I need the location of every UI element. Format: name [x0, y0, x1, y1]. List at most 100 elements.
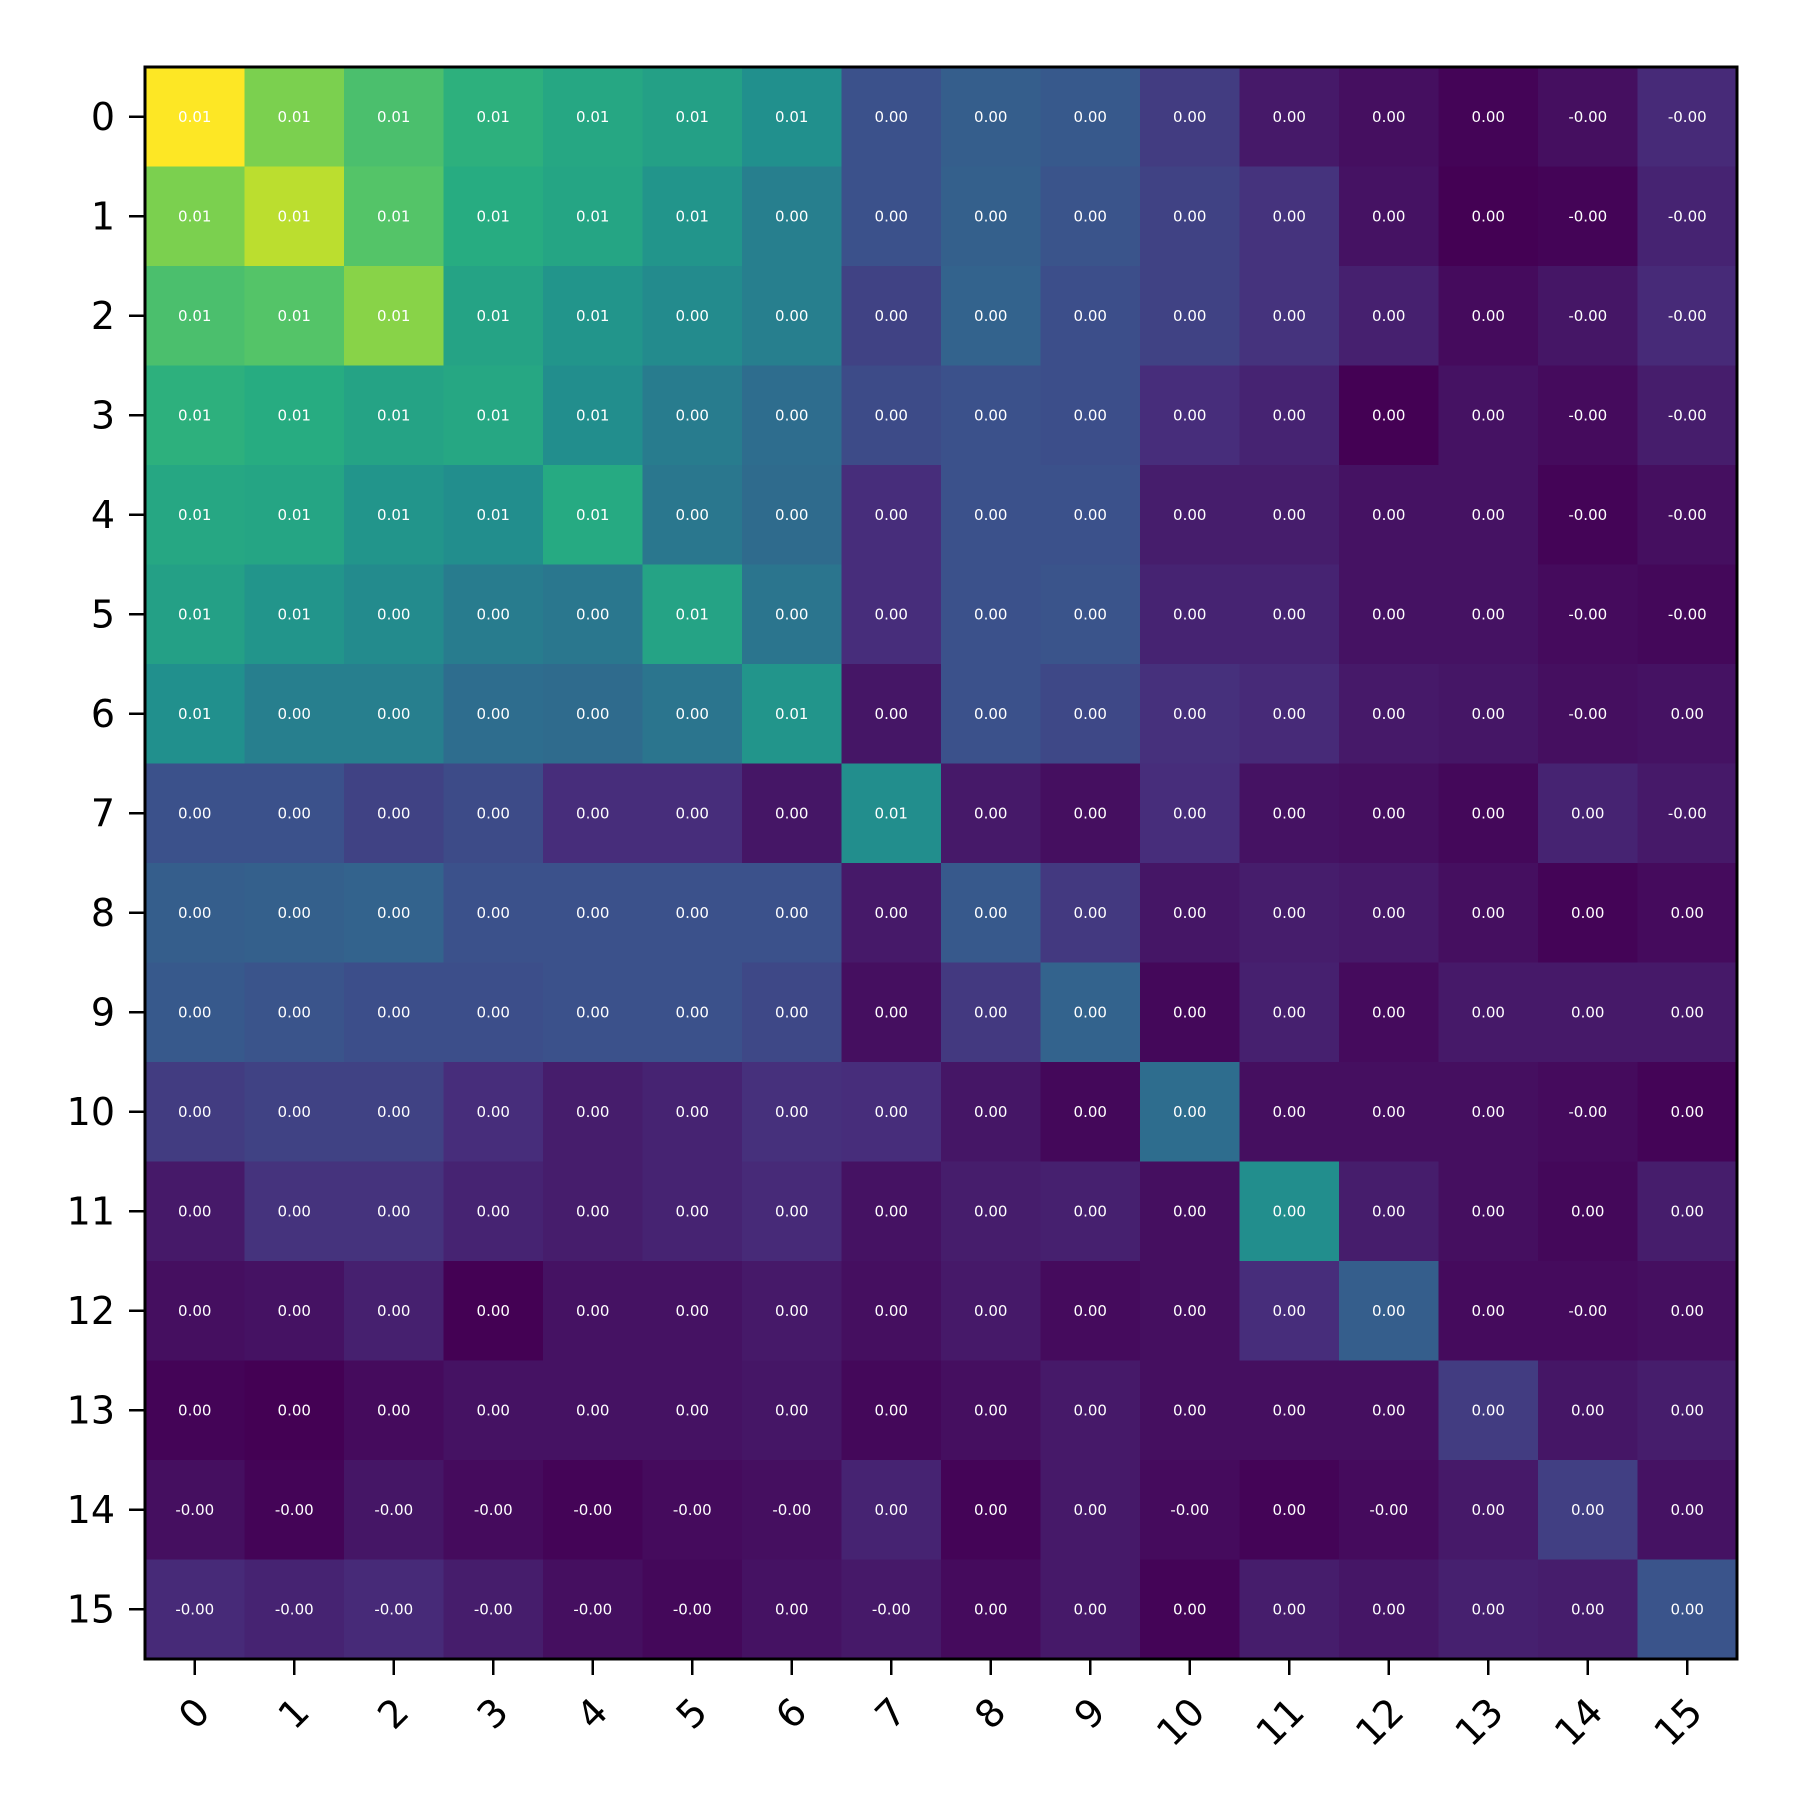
cell-value-label: 0.00: [1074, 904, 1107, 922]
heatmap-cell: [344, 1062, 444, 1162]
cell-value-label: 0.00: [974, 1401, 1007, 1419]
cell-value-label: 0.01: [477, 307, 510, 325]
cell-value-label: -0.00: [175, 1501, 214, 1519]
heatmap-cell: [1040, 763, 1141, 864]
heatmap-cell-labels: 0.01 0.01 0.01 0.01 0.01 0.01 0.01 0.00 0.00 0.00…: [175, 108, 1706, 1619]
cell-value-label: 0.00: [178, 1401, 211, 1419]
heatmap-cell: [1538, 67, 1638, 167]
heatmap-cell: [1040, 962, 1141, 1063]
cell-value-label: 0.00: [576, 1103, 609, 1121]
heatmap-cell: [1239, 465, 1340, 565]
cell-value-label: 0.00: [1273, 207, 1306, 225]
heatmap-cell: [1637, 763, 1738, 864]
heatmap-cell: [1040, 365, 1141, 466]
x-tick-label: 1: [270, 1689, 318, 1737]
heatmap-cell: [941, 863, 1041, 963]
cell-value-label: 0.00: [1671, 1003, 1704, 1021]
heatmap-cell: [941, 365, 1041, 466]
y-tick-label: 9: [91, 990, 115, 1034]
heatmap-cell: [344, 564, 444, 665]
heatmap-cell: [742, 962, 842, 1063]
heatmap-cell: [145, 664, 245, 764]
heatmap-cell: [1637, 962, 1738, 1063]
heatmap-cell: [543, 1062, 643, 1162]
heatmap-cell: [244, 1261, 345, 1361]
heatmap-cell: [543, 1460, 643, 1560]
heatmap-cell: [344, 1460, 444, 1560]
cell-value-label: 0.00: [1074, 307, 1107, 325]
heatmap-cell: [841, 1360, 942, 1461]
cell-value-label: 0.00: [1074, 1600, 1107, 1618]
cell-value-label: 0.00: [377, 1202, 410, 1220]
cell-value-label: 0.00: [1671, 1501, 1704, 1519]
cell-value-label: 0.00: [974, 804, 1007, 822]
cell-value-label: -0.00: [1568, 1302, 1607, 1320]
cell-value-label: -0.00: [1568, 605, 1607, 623]
heatmap-cell: [244, 1460, 345, 1560]
cell-value-label: 0.00: [178, 904, 211, 922]
cell-value-label: 0.00: [1372, 1600, 1405, 1618]
cell-value-label: 0.00: [1671, 1202, 1704, 1220]
cell-value-label: 0.00: [974, 506, 1007, 524]
heatmap-cell: [1040, 1460, 1141, 1560]
cell-value-label: 0.00: [1074, 605, 1107, 623]
cell-value-label: 0.00: [974, 406, 1007, 424]
heatmap-cell: [1637, 166, 1738, 267]
cell-value-label: 0.00: [1472, 705, 1505, 723]
heatmap-cell: [841, 1062, 942, 1162]
cell-value-label: 0.00: [377, 1103, 410, 1121]
cell-value-label: 0.00: [775, 307, 808, 325]
heatmap-cell: [244, 1360, 345, 1461]
heatmap-cell: [941, 1261, 1041, 1361]
heatmap-cell: [1040, 1261, 1141, 1361]
heatmap-cell: [344, 465, 444, 565]
cell-value-label: 0.01: [178, 506, 211, 524]
cell-value-label: 0.00: [974, 108, 1007, 126]
cell-value-label: -0.00: [1668, 506, 1707, 524]
heatmap-cell: [443, 1161, 544, 1262]
heatmap-cell: [344, 365, 444, 466]
heatmap-cell: [742, 1559, 842, 1660]
x-tick-label: 15: [1645, 1689, 1710, 1754]
cell-value-label: -0.00: [1568, 207, 1607, 225]
cell-value-label: 0.00: [178, 1302, 211, 1320]
heatmap-cell: [1438, 763, 1539, 864]
cell-value-label: 0.00: [1273, 1202, 1306, 1220]
heatmap-cell: [1438, 1161, 1539, 1262]
heatmap-cell: [742, 266, 842, 366]
heatmap-cell: [1438, 1062, 1539, 1162]
heatmap-cell: [1538, 465, 1638, 565]
heatmap-cell: [543, 1559, 643, 1660]
heatmap-cell: [1140, 1360, 1240, 1461]
cell-value-label: 0.00: [1372, 705, 1405, 723]
heatmap-cell: [1339, 863, 1439, 963]
heatmap-cell: [1438, 365, 1539, 466]
cell-value-label: 0.00: [1074, 506, 1107, 524]
cell-value-label: 0.00: [278, 904, 311, 922]
cell-value-label: 0.00: [1273, 904, 1306, 922]
y-tick-label: 8: [91, 891, 115, 935]
heatmap-cell: [841, 166, 942, 267]
heatmap-cell: [344, 1261, 444, 1361]
cell-value-label: 0.00: [875, 1302, 908, 1320]
cell-value-label: 0.00: [1372, 307, 1405, 325]
heatmap-cell: [1538, 1161, 1638, 1262]
heatmap-cell: [1637, 1360, 1738, 1461]
heatmap-cell: [742, 863, 842, 963]
cell-value-label: 0.00: [676, 1003, 709, 1021]
cell-value-label: 0.00: [974, 1103, 1007, 1121]
cell-value-label: 0.00: [1372, 605, 1405, 623]
cell-value-label: 0.00: [676, 1103, 709, 1121]
cell-value-label: 0.00: [974, 1202, 1007, 1220]
heatmap-cell: [1140, 1460, 1240, 1560]
cell-value-label: 0.01: [477, 406, 510, 424]
heatmap-cell: [642, 67, 743, 167]
cell-value-label: 0.00: [1372, 1401, 1405, 1419]
cell-value-label: 0.00: [1571, 804, 1604, 822]
heatmap-cell: [1040, 863, 1141, 963]
cell-value-label: 0.00: [1372, 108, 1405, 126]
cell-value-label: 0.00: [974, 207, 1007, 225]
heatmap-cell: [1438, 166, 1539, 267]
cell-value-label: 0.01: [278, 605, 311, 623]
cell-value-label: 0.00: [875, 904, 908, 922]
